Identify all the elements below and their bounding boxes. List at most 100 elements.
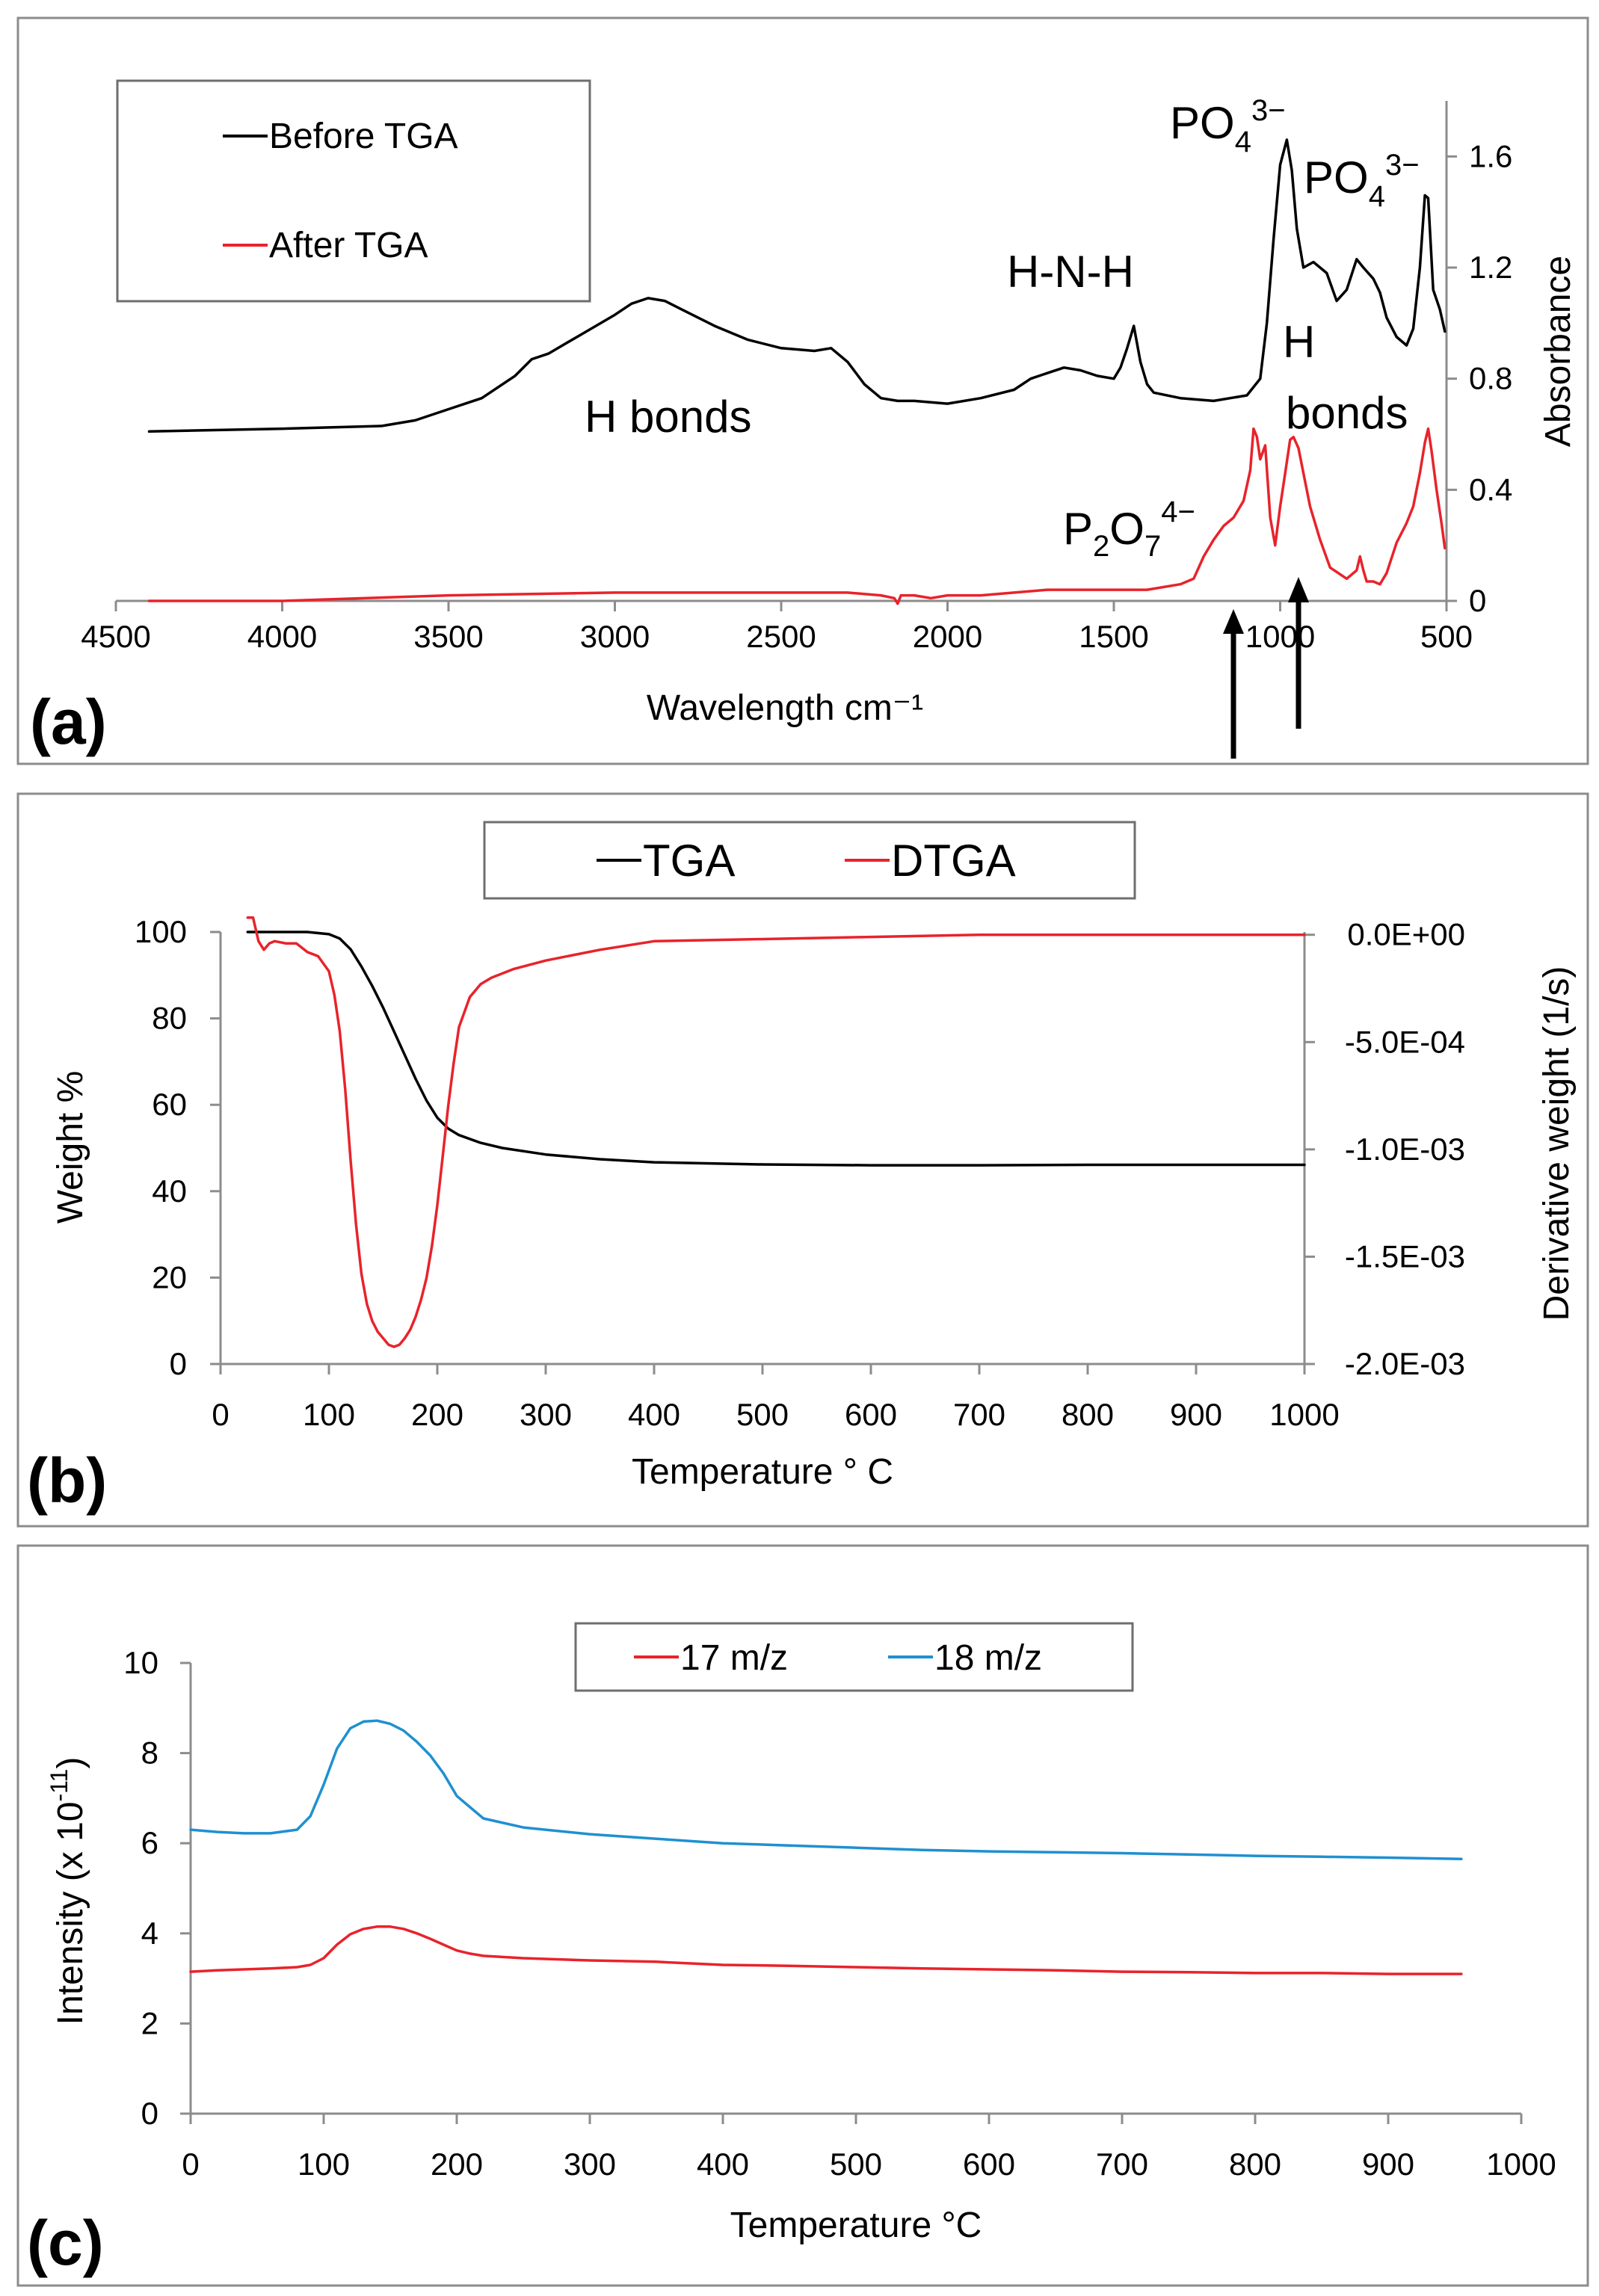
panel-b-y2-tick-label: 0.0E+00: [1347, 917, 1465, 952]
panel-b-y-tick-label: 60: [152, 1087, 187, 1122]
annotation-h-bonds-2-bonds: bonds: [1286, 388, 1408, 438]
panel-a-x-tick-label: 1000: [1245, 619, 1315, 654]
panel-b-x-tick-label: 800: [1062, 1397, 1114, 1432]
panel-c-y-axis-label-end: ): [51, 1757, 90, 1769]
panel-b-x-tick-label: 300: [520, 1397, 572, 1432]
annotation-h-bonds: H bonds: [585, 392, 751, 442]
po4-b-sup: 3−: [1385, 149, 1420, 182]
series-before-tga: [147, 138, 1447, 433]
panel-c-y-tick-label: 0: [141, 2096, 158, 2131]
panel-a-series: [147, 138, 1447, 605]
panel-c-x-axis-label: Temperature °C: [730, 2206, 982, 2245]
panel-c-y-axis-label-base: Intensity (x 10: [51, 1802, 90, 2025]
panel-c-x-tick-label: 900: [1362, 2147, 1414, 2182]
panel-b-y2-tick-label: -1.5E-03: [1345, 1238, 1465, 1274]
panel-a-x-tick-label: 4500: [81, 619, 150, 654]
panel-b-x-tick-label: 400: [628, 1397, 680, 1432]
panel-a-y-tick-label: 0.4: [1469, 472, 1512, 507]
p2o7-sub2: 7: [1144, 530, 1161, 563]
panel-b-x-tick-label: 900: [1170, 1397, 1222, 1432]
legend-label-before: Before TGA: [269, 117, 458, 156]
panel-c-x-tick-label: 500: [830, 2147, 882, 2182]
p2o7-sub1: 2: [1093, 530, 1109, 563]
panel-b-x-tick-label: 1000: [1269, 1397, 1339, 1432]
arrow-p2o7: [1223, 609, 1244, 759]
panel-b-x-tick-label: 500: [736, 1397, 789, 1432]
panel-b-frame: [16, 792, 1589, 1528]
panel-b-x-tick-label: 600: [845, 1397, 897, 1432]
panel-a-y-axis-label: Absorbance: [1538, 256, 1578, 447]
legend-label-18mz: 18 m/z: [934, 1638, 1042, 1678]
panel-c-y-tick-label: 4: [141, 1916, 158, 1951]
panel-b-legend-box: [483, 821, 1136, 900]
panel-b-y2-tick-label: -5.0E-04: [1345, 1024, 1465, 1059]
po4-a-base: PO: [1170, 98, 1235, 148]
series-after-tga: [147, 427, 1447, 605]
panel-a-x-tick-label: 4000: [247, 619, 317, 654]
arrow-h-bonds: [1288, 577, 1309, 729]
panel-a-x-tick-label: 3000: [580, 619, 650, 654]
panel-c-x-tick-label: 1000: [1486, 2147, 1556, 2182]
annotation-hnh: H-N-H: [1007, 247, 1134, 297]
panel-b-x-axis-label: Temperature ° C: [632, 1452, 893, 1492]
panel-c-legend: 17 m/z 18 m/z: [574, 1622, 1134, 1692]
panel-a-x-axis-label: Wavelength cm⁻¹: [647, 688, 923, 728]
panel-b-y-axis-label: Weight %: [51, 1071, 90, 1224]
panel-b-series: [246, 916, 1306, 1348]
panel-a-x-tick-label: 2000: [913, 619, 982, 654]
panel-b-ticks: 0 100 200 300 400 500 600 700 800 900 1000 0 20 40 60 8…: [135, 914, 1465, 1432]
panel-a-label: (a): [30, 687, 107, 757]
panel-c-x-tick-label: 800: [1229, 2147, 1281, 2182]
panel-c-y-tick-label: 6: [141, 1825, 158, 1860]
panel-c-x-tick-label: 700: [1096, 2147, 1148, 2182]
panel-c-label: (c): [27, 2208, 104, 2278]
annotation-p2o7: P2O74−: [1063, 496, 1195, 563]
panel-b-y-tick-label: 0: [170, 1346, 187, 1381]
legend-label-tga: TGA: [643, 836, 735, 886]
p2o7-p: P: [1063, 504, 1093, 554]
panel-b-y-tick-label: 80: [152, 1001, 187, 1036]
po4-b-base: PO: [1304, 152, 1369, 203]
panel-a-y-tick-label: 0: [1469, 583, 1486, 618]
panel-b-x-tick-label: 100: [303, 1397, 355, 1432]
panel-b-label: (b): [27, 1445, 107, 1516]
p2o7-sup: 4−: [1161, 496, 1195, 528]
po4-a-sub: 4: [1235, 126, 1251, 158]
panel-c-y-axis-label: Intensity (x 10-11): [46, 1757, 90, 2025]
panel-b-x-tick-label: 700: [953, 1397, 1005, 1432]
panel-b-legend: TGA DTGA: [483, 821, 1136, 900]
annotation-po4-b: PO43−: [1304, 149, 1420, 213]
panel-c-ticks: 0 100 200 300 400 500 600 700 800 900 1000 0 2 4 6 8 10: [123, 1645, 1556, 2182]
series-dtga: [246, 916, 1306, 1348]
panel-c-x-tick-label: 200: [431, 2147, 483, 2182]
panel-b-y-tick-label: 100: [135, 914, 187, 949]
p2o7-o: O: [1109, 504, 1144, 554]
panel-c-x-tick-label: 300: [564, 2147, 616, 2182]
panel-a-x-tick-label: 1500: [1079, 619, 1148, 654]
annotation-h-bonds-2-h: H: [1283, 317, 1315, 367]
panel-c-y-tick-label: 8: [141, 1735, 158, 1771]
panel-a-y-tick-label: 1.2: [1469, 250, 1512, 285]
panel-c-x-tick-label: 600: [963, 2147, 1015, 2182]
panel-b: 0 100 200 300 400 500 600 700 800 900 1000 0 20 40 60 8…: [16, 792, 1589, 1528]
series-18mz: [189, 1719, 1463, 1861]
panel-b-y2-axis-label: Derivative weight (1/s): [1537, 966, 1577, 1321]
panel-b-y-tick-label: 40: [152, 1173, 187, 1209]
panel-b-y-tick-label: 20: [152, 1259, 187, 1294]
panel-b-x-tick-label: 200: [411, 1397, 463, 1432]
panel-c-y-tick-label: 2: [141, 2005, 158, 2040]
series-tga: [246, 931, 1306, 1167]
panel-c: 0 100 200 300 400 500 600 700 800 900 10000246810 …: [16, 1544, 1589, 2287]
legend-label-17mz: 17 m/z: [680, 1638, 788, 1678]
panel-b-y2-tick-label: -2.0E-03: [1345, 1346, 1465, 1381]
panel-b-x-tick-label: 0: [212, 1397, 229, 1432]
panel-c-x-tick-label: 100: [298, 2147, 350, 2182]
panel-c-y-axis-label-sup: -11: [46, 1769, 73, 1802]
panel-a-x-tick-label: 3500: [413, 619, 483, 654]
panel-a-legend-box: [116, 79, 591, 303]
annotation-po4-a: PO43−: [1170, 94, 1286, 158]
panel-a-x-tick-label: 500: [1420, 619, 1473, 654]
panel-a-y-tick-label: 1.6: [1469, 138, 1512, 173]
